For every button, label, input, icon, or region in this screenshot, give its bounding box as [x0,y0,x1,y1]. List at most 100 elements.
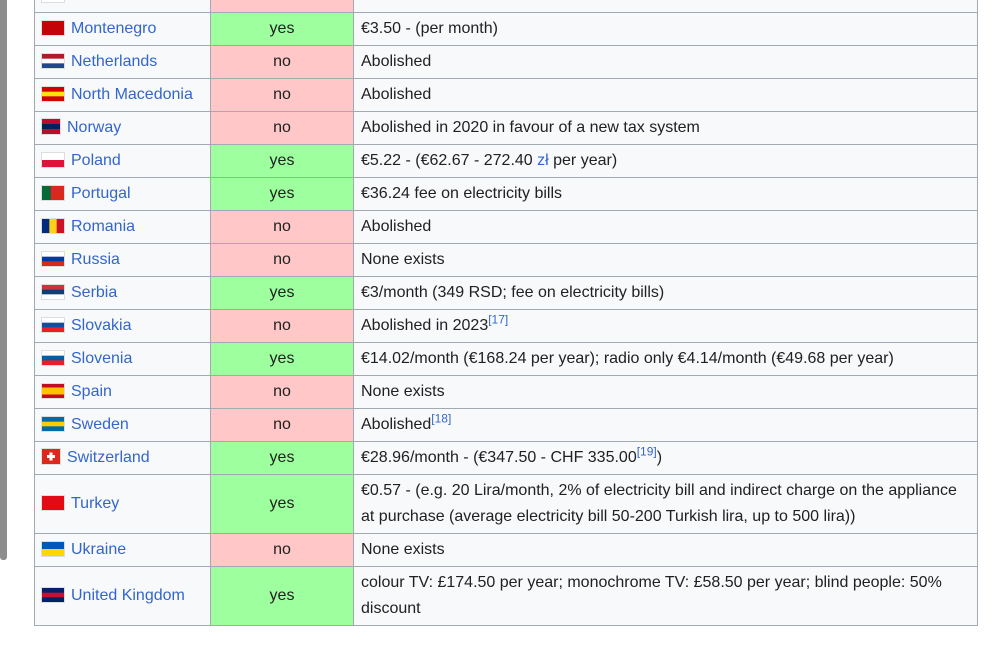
description-cell: None exists [353,533,978,567]
description-cell: Abolished in 2023[17] [353,309,978,343]
country-link[interactable]: Romania [71,218,136,235]
table-row: North Macedonia no Abolished [34,78,978,112]
description-cell: €0.57 - (e.g. 20 Lira/month, 2% of elect… [353,474,978,534]
description-text: Abolished [361,53,432,70]
table-row: Montenegro yes €3.50 - (per month) [34,12,978,46]
table-row: Russia no None exists [34,243,978,277]
description-cell: Abolished [353,45,978,79]
table-row: Turkey yes €0.57 - (e.g. 20 Lira/month, 2%… [34,474,978,534]
flag-icon [41,19,65,36]
description-cell: Abolished [353,210,978,244]
flag-icon [41,283,65,300]
country-link[interactable]: Norway [67,119,122,136]
fee-cell: yes [210,177,354,211]
flag-icon [41,118,61,136]
fee-cell: yes [210,566,354,626]
country-cell: Poland [34,144,211,178]
fee-cell: no [210,45,354,79]
fee-cell: no [210,375,354,409]
description-cell: None exists [353,0,978,13]
description-cell: Abolished[18] [353,408,978,442]
fee-cell: no [210,0,354,13]
country-link[interactable]: Slovenia [71,350,133,367]
reference: [19] [637,445,657,459]
table-row: Romania no Abolished [34,210,978,244]
country-link[interactable]: Slovakia [71,317,132,334]
description-cell: €3.50 - (per month) [353,12,978,46]
flag-icon [41,85,65,102]
table-row: Norway no Abolished in 2020 in favour of a… [34,111,978,145]
country-link[interactable]: Portugal [71,185,131,202]
country-cell: Serbia [34,276,211,310]
table-row: Spain no None exists [34,375,978,409]
description-text: €28.96/month - (€347.50 - CHF 335.00 [361,449,637,466]
description-text: None exists [361,0,445,4]
country-cell: North Macedonia [34,78,211,112]
country-link[interactable]: Sweden [71,416,129,433]
fee-cell: yes [210,12,354,46]
description-cell: colour TV: £174.50 per year; monochrome … [353,566,978,626]
reference-link[interactable]: [19] [636,444,657,459]
description-text: Abolished [361,416,432,433]
country-link[interactable]: Montenegro [71,20,157,37]
description-text: €0.57 - (e.g. 20 Lira/month, 2% of elect… [361,482,957,525]
flag-icon [41,382,65,399]
country-cell: Switzerland [34,441,211,475]
country-link[interactable]: United Kingdom [71,587,185,604]
description-text: Abolished [361,218,432,235]
flag-icon [41,52,65,69]
description-text: €3/month (349 RSD; fee on electricity bi… [361,284,665,301]
table-row: Slovakia no Abolished in 2023[17] [34,309,978,343]
table-row: Slovenia yes €14.02/month (€168.24 per yea… [34,342,978,376]
country-link[interactable]: Poland [71,152,121,169]
country-link[interactable]: Switzerland [67,449,150,466]
country-link[interactable]: Ukraine [71,541,127,558]
country-link[interactable]: Turkey [71,495,120,512]
flag-icon [41,448,61,466]
country-link[interactable]: Monaco [71,0,128,4]
reference-link[interactable]: [17] [488,312,509,327]
country-cell: Monaco [34,0,211,13]
description-cell: €3/month (349 RSD; fee on electricity bi… [353,276,978,310]
table-row: Ukraine no None exists [34,533,978,567]
description-text: per year) [548,152,618,169]
country-link[interactable]: Russia [71,251,120,268]
fee-cell: yes [210,441,354,475]
country-cell: Russia [34,243,211,277]
currency-link[interactable]: zł [537,152,549,169]
country-cell: Romania [34,210,211,244]
country-link[interactable]: North Macedonia [71,86,193,103]
reference: [17] [488,313,508,327]
fee-cell: no [210,111,354,145]
description-text: Abolished [361,86,432,103]
flag-icon [41,217,65,234]
licence-table: Monaco no None exists Montenegro yes €3.50 - … [34,0,978,626]
description-cell: None exists [353,375,978,409]
country-cell: Sweden [34,408,211,442]
scrollbar[interactable] [0,0,7,560]
description-cell: €14.02/month (€168.24 per year); radio o… [353,342,978,376]
country-cell: Norway [34,111,211,145]
flag-icon [41,151,65,168]
description-cell: €36.24 fee on electricity bills [353,177,978,211]
country-link[interactable]: Netherlands [71,53,158,70]
reference: [18] [431,412,451,426]
fee-cell: no [210,309,354,343]
fee-cell: yes [210,144,354,178]
flag-icon [41,415,65,432]
table-row: Netherlands no Abolished [34,45,978,79]
country-link[interactable]: Spain [71,383,112,400]
country-cell: Slovenia [34,342,211,376]
table-row: Sweden no Abolished[18] [34,408,978,442]
table-row: United Kingdom yes colour TV: £174.50 per … [34,566,978,626]
table-row: Serbia yes €3/month (349 RSD; fee on elect… [34,276,978,310]
table-row: Switzerland yes €28.96/month - (€347.50 - … [34,441,978,475]
country-cell: Turkey [34,474,211,534]
description-text: None exists [361,383,445,400]
reference-link[interactable]: [18] [431,411,452,426]
description-text: €3.50 - (per month) [361,20,498,37]
country-cell: Netherlands [34,45,211,79]
fee-cell: no [210,533,354,567]
country-link[interactable]: Serbia [71,284,118,301]
